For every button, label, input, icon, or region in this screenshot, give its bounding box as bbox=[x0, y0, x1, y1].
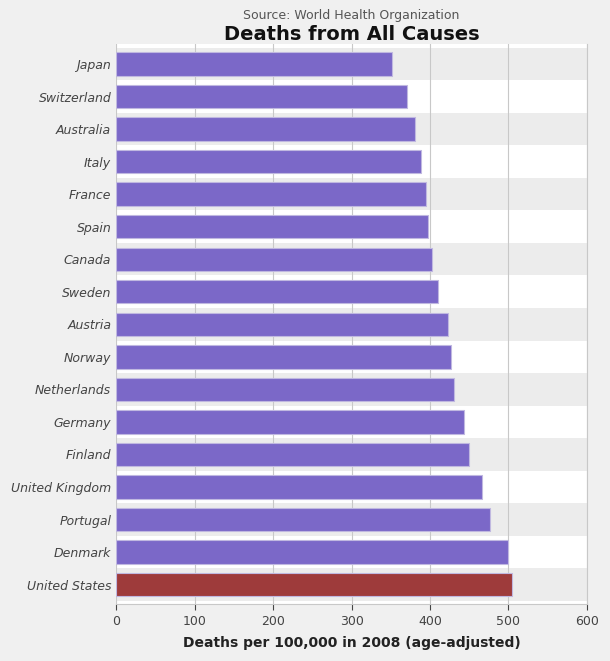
Text: Source: World Health Organization: Source: World Health Organization bbox=[243, 9, 460, 22]
Bar bbox=[116, 118, 415, 141]
Bar bbox=[116, 540, 509, 564]
Bar bbox=[116, 150, 420, 173]
Bar bbox=[116, 438, 587, 471]
Bar bbox=[116, 568, 587, 601]
Bar bbox=[116, 247, 431, 271]
Bar bbox=[116, 215, 428, 239]
Bar bbox=[116, 85, 407, 108]
Bar bbox=[116, 48, 587, 80]
Bar bbox=[116, 503, 587, 536]
Bar bbox=[116, 280, 438, 303]
Bar bbox=[116, 377, 454, 401]
Bar bbox=[116, 313, 448, 336]
Title: Deaths from All Causes: Deaths from All Causes bbox=[224, 26, 479, 44]
Bar bbox=[116, 475, 482, 498]
X-axis label: Deaths per 100,000 in 2008 (age-adjusted): Deaths per 100,000 in 2008 (age-adjusted… bbox=[182, 636, 520, 650]
Bar bbox=[116, 345, 451, 369]
Bar bbox=[116, 243, 587, 276]
Bar bbox=[116, 308, 587, 340]
Bar bbox=[116, 410, 464, 434]
Bar bbox=[116, 182, 426, 206]
Bar bbox=[116, 52, 392, 76]
Bar bbox=[116, 373, 587, 406]
Bar bbox=[116, 573, 512, 596]
Bar bbox=[116, 443, 469, 466]
Bar bbox=[116, 178, 587, 210]
Bar bbox=[116, 113, 587, 145]
Bar bbox=[116, 508, 490, 531]
